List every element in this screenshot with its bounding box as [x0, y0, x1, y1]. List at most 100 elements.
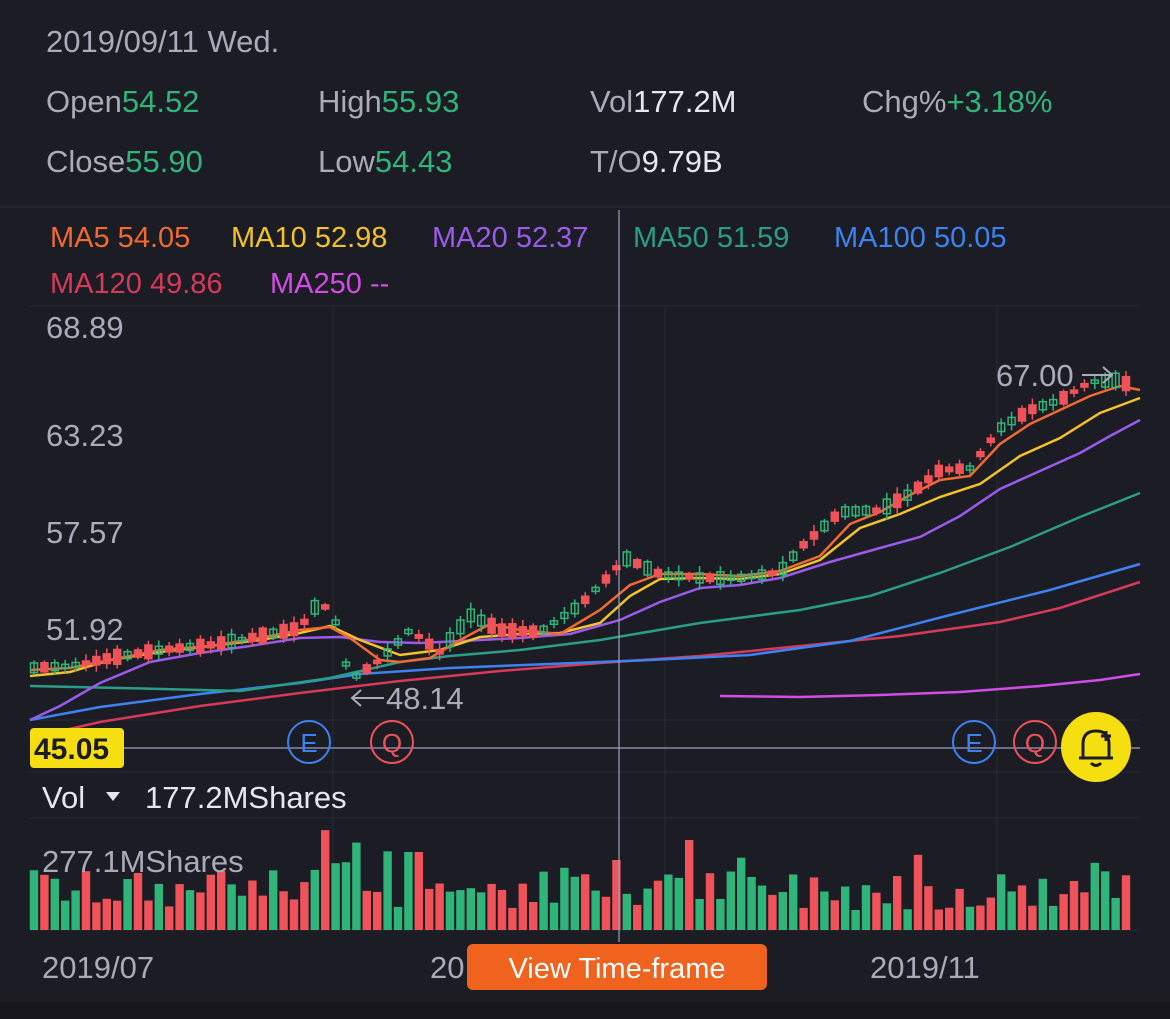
high-annotation: 67.00 [996, 358, 1074, 393]
volume-bar [92, 902, 101, 930]
volume-bar [341, 862, 351, 930]
view-time-frame-button[interactable]: View Time-frame [467, 944, 767, 990]
candle-body [986, 437, 996, 444]
volume-bar [789, 874, 798, 930]
vol-value: 177.2M [633, 84, 737, 119]
turnover-stat: T/O9.79B [590, 144, 723, 180]
volume-bar [820, 891, 829, 930]
candle-body [674, 571, 684, 581]
volume-bar [1080, 892, 1089, 930]
earnings-event-2[interactable]: E [952, 720, 996, 764]
candle-body [331, 619, 340, 626]
volume-bar [1090, 862, 1099, 930]
volume-bar [144, 900, 153, 930]
volume-bar [861, 885, 871, 930]
earnings-event-1[interactable]: E [287, 720, 331, 764]
candle-body [851, 506, 860, 517]
open-label: Open [46, 84, 122, 119]
candle-body [736, 573, 746, 583]
volume-bar [154, 883, 163, 930]
candle-body [1080, 382, 1089, 388]
candle-body [352, 672, 361, 679]
volume-bar [768, 894, 777, 930]
ma250-legend: MA250 -- [270, 268, 390, 300]
turnover-label: T/O [590, 144, 642, 179]
candle-body [164, 645, 174, 653]
quarter-event-1[interactable]: Q [370, 720, 414, 764]
candle-body [383, 648, 392, 657]
volume-bar [71, 890, 80, 930]
candle-body [508, 623, 517, 639]
candle-body [289, 622, 299, 637]
candle-body [643, 560, 652, 576]
candle-body [102, 653, 112, 665]
candle-body [528, 625, 538, 638]
low-annotation: 48.14 [386, 681, 464, 716]
volume-label[interactable]: Vol [42, 780, 85, 815]
candle-body [1017, 407, 1027, 422]
candle-body [934, 464, 944, 478]
candle-body [653, 568, 663, 578]
candle-body [404, 628, 413, 635]
quarter-event-2[interactable]: Q [1013, 720, 1057, 764]
candle-body [206, 641, 216, 649]
x-tick-2: 20 [430, 950, 464, 985]
volume-bar [747, 876, 756, 930]
volume-bar [799, 907, 808, 930]
crosshair [30, 210, 1140, 942]
candle-body [768, 570, 777, 576]
candle-body [622, 551, 632, 567]
turnover-value: 9.79B [641, 144, 723, 179]
volume-bar [1038, 878, 1047, 930]
bottom-bar [0, 1002, 1170, 1019]
volume-bar [1059, 894, 1068, 930]
candle-body [955, 463, 964, 474]
candle-body [476, 614, 486, 627]
x-tick-3: 2019/11 [870, 950, 980, 985]
volume-bar [477, 892, 486, 930]
volume-bar [331, 863, 340, 930]
volume-bar [1049, 905, 1058, 930]
volume-bar [643, 888, 652, 930]
price-tick-2: 63.23 [46, 418, 124, 453]
candle-body [560, 611, 569, 620]
earnings-event-1-label: E [300, 728, 317, 758]
vol-stat: Vol177.2M [590, 84, 737, 120]
candle-body [258, 627, 268, 644]
candle-body [341, 661, 351, 667]
candle-body [872, 507, 881, 513]
volume-bar [653, 880, 663, 930]
candle-body [820, 520, 829, 532]
volume-bar [903, 909, 912, 930]
volume-bar [445, 891, 455, 930]
candle-body [237, 636, 247, 642]
candle-body [1059, 391, 1068, 405]
candle-body [976, 451, 985, 458]
candle-body [144, 644, 153, 660]
ma250-line [719, 672, 1141, 699]
add-alert-button[interactable] [1061, 712, 1131, 782]
candle-body [466, 608, 476, 623]
ma10-line [29, 396, 1141, 678]
candle-body [1038, 400, 1048, 411]
volume-bar [113, 900, 122, 930]
caret-down-icon[interactable] [106, 792, 120, 801]
close-label: Close [46, 144, 126, 179]
volume-bar [508, 907, 517, 930]
volume-bar [976, 905, 985, 930]
volume-bar [217, 871, 226, 930]
volume-bar [487, 883, 496, 930]
candle-body [996, 422, 1006, 433]
volume-bar [778, 892, 787, 930]
high-value: 55.93 [381, 84, 460, 119]
volume-bar [882, 903, 891, 930]
volume-value: 177.2MShares [145, 780, 347, 815]
ma50-legend: MA50 51.59 [633, 222, 790, 254]
volume-bar [529, 901, 538, 930]
candle-body [362, 664, 372, 674]
open-stat: Open54.52 [46, 84, 199, 120]
volume-bar [237, 895, 247, 930]
volume-bar [945, 907, 954, 930]
candle-body [133, 649, 143, 658]
